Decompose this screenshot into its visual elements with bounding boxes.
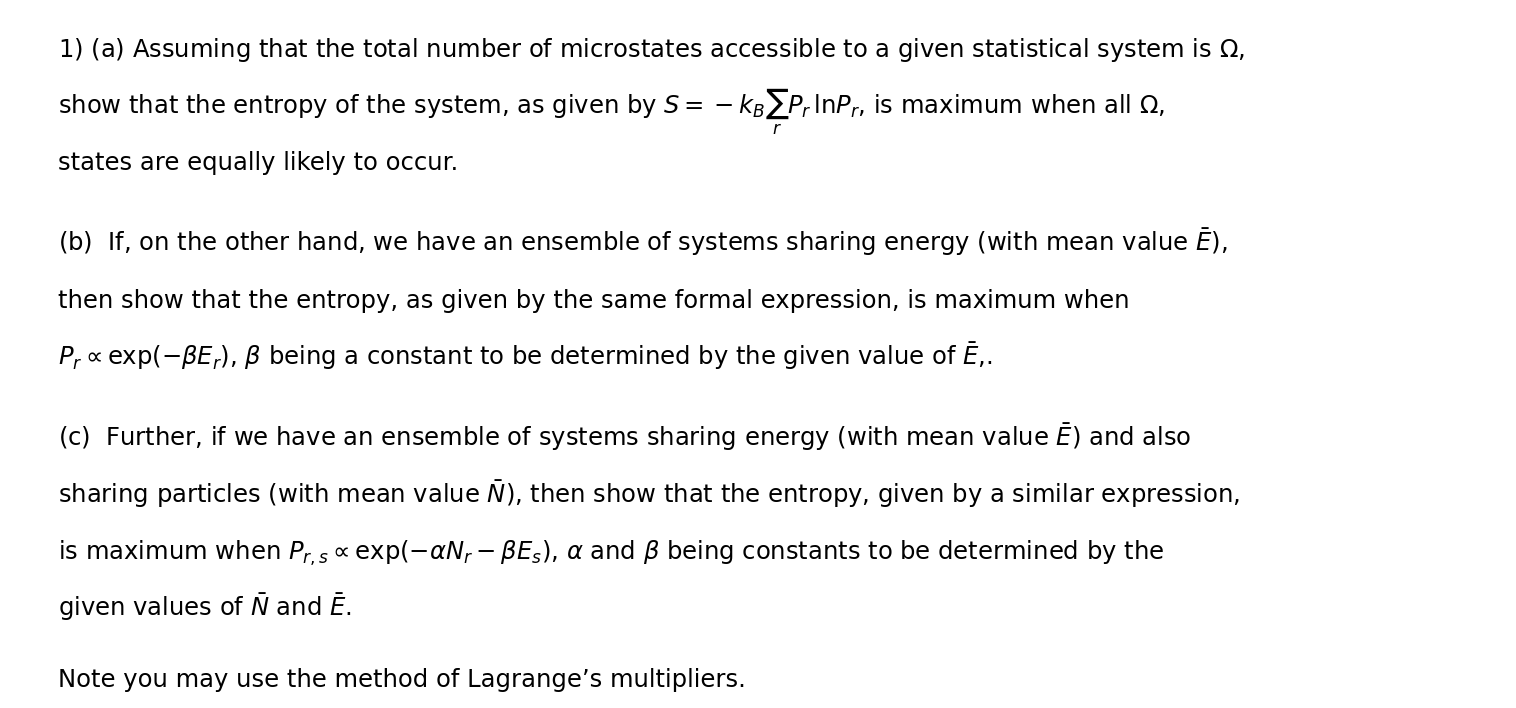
Text: 1) (a) Assuming that the total number of microstates accessible to a given stati: 1) (a) Assuming that the total number of… [58,35,1245,64]
Text: $P_r \propto \exp(-\beta E_r)$, $\beta$ being a constant to be determined by the: $P_r \propto \exp(-\beta E_r)$, $\beta$ … [58,340,991,372]
Text: is maximum when $P_{r,s} \propto \exp(-\alpha N_r - \beta E_s)$, $\alpha$ and $\: is maximum when $P_{r,s} \propto \exp(-\… [58,538,1164,568]
Text: then show that the entropy, as given by the same formal expression, is maximum w: then show that the entropy, as given by … [58,289,1129,313]
Text: (c)  Further, if we have an ensemble of systems sharing energy (with mean value : (c) Further, if we have an ensemble of s… [58,421,1192,453]
Text: sharing particles (with mean value $\bar{N}$), then show that the entropy, given: sharing particles (with mean value $\bar… [58,478,1240,510]
Text: given values of $\bar{N}$ and $\bar{E}$.: given values of $\bar{N}$ and $\bar{E}$. [58,591,352,623]
Text: states are equally likely to occur.: states are equally likely to occur. [58,151,458,175]
Text: show that the entropy of the system, as given by $S = -k_B \sum_r P_r\, \mathrm{: show that the entropy of the system, as … [58,86,1164,137]
Text: (b)  If, on the other hand, we have an ensemble of systems sharing energy (with : (b) If, on the other hand, we have an en… [58,227,1228,258]
Text: Note you may use the method of Lagrange’s multipliers.: Note you may use the method of Lagrange’… [58,668,746,692]
